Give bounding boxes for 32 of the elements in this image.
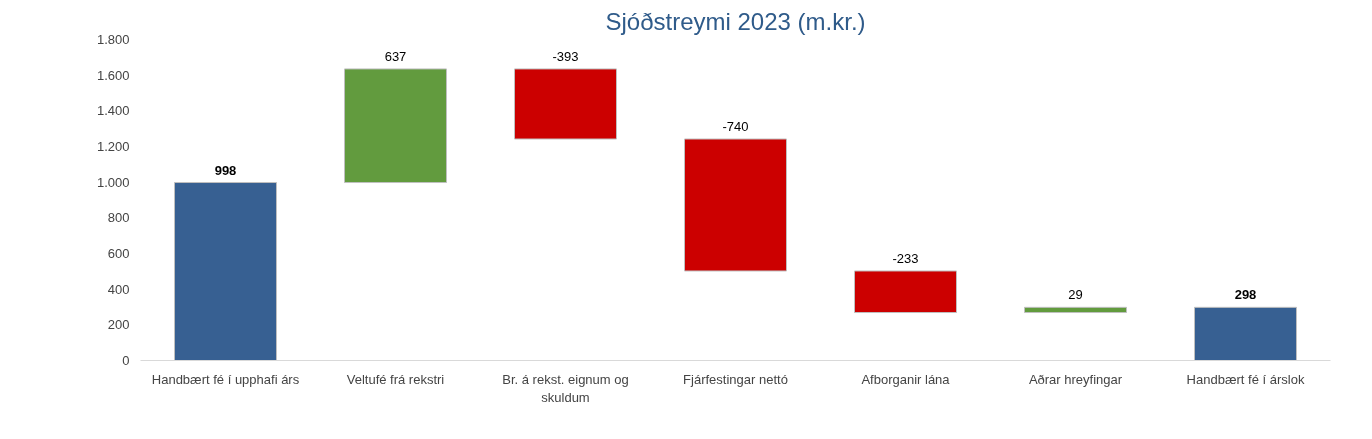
bar xyxy=(174,182,277,361)
x-tick-label: Veltufé frá rekstri xyxy=(346,371,445,387)
data-label: 637 xyxy=(384,48,407,64)
y-tick-label: 1.600 xyxy=(96,67,130,83)
y-tick-label: 200 xyxy=(107,317,130,333)
y-tick-label: 400 xyxy=(107,281,130,297)
y-tick-label: 1.400 xyxy=(96,103,130,119)
chart-title: Sjóðstreymi 2023 (m.kr.) xyxy=(605,7,866,35)
x-tick-label: Aðrar hreyfingar xyxy=(1028,371,1123,387)
y-tick-label: 800 xyxy=(107,210,130,226)
y-tick-label: 1.200 xyxy=(96,139,130,154)
data-label: 998 xyxy=(214,162,237,178)
x-tick-label: Handbært fé í árslok xyxy=(1186,371,1305,387)
data-label: 29 xyxy=(1068,287,1083,303)
x-tick-label: Afborganir lána xyxy=(861,371,951,387)
data-label: -740 xyxy=(722,119,749,135)
bar xyxy=(684,138,787,272)
bar xyxy=(344,68,447,184)
y-tick-label: 1.000 xyxy=(96,174,130,190)
bar xyxy=(854,270,957,314)
bar xyxy=(514,68,617,140)
data-label: 298 xyxy=(1234,287,1257,303)
data-label: -393 xyxy=(552,48,579,64)
x-tick-label: Fjárfestingar nettó xyxy=(683,371,788,387)
bar xyxy=(1194,306,1297,361)
y-tick-label: 600 xyxy=(107,246,130,261)
x-tick-label: Br. á rekst. eignum og skuldum xyxy=(502,371,629,405)
data-label: -233 xyxy=(892,250,919,266)
y-tick-label: 1.800 xyxy=(96,32,130,47)
bar xyxy=(1024,306,1127,314)
x-tick-label: Handbært fé í upphafi árs xyxy=(151,371,300,387)
y-tick-label: 0 xyxy=(122,353,130,368)
